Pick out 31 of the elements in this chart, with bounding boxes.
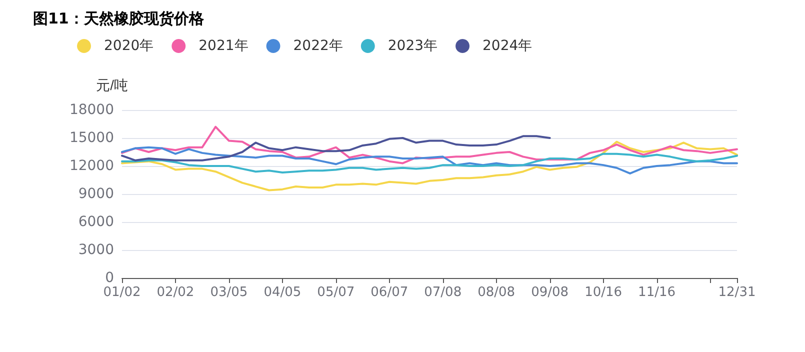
x-tick-label: 04/05 bbox=[264, 285, 302, 300]
x-tick-label: 10/16 bbox=[584, 285, 622, 300]
line-series bbox=[121, 140, 738, 192]
x-tick-label: 01/02 bbox=[103, 285, 141, 300]
y-tick-label: 18000 bbox=[69, 102, 114, 118]
legend-label: 2020年 bbox=[104, 38, 154, 54]
x-tick-label: 05/07 bbox=[317, 285, 355, 300]
line-series bbox=[121, 126, 738, 164]
line-series bbox=[121, 146, 738, 174]
y-tick-label: 15000 bbox=[69, 130, 114, 146]
y-axis-title: 元/吨 bbox=[96, 77, 128, 93]
legend-label: 2022年 bbox=[293, 38, 343, 54]
line-series bbox=[121, 152, 738, 174]
x-tick-label: 12/31 bbox=[718, 285, 756, 300]
x-tick-label: 03/05 bbox=[210, 285, 248, 300]
y-tick-label: 6000 bbox=[78, 214, 114, 230]
x-tick-label: 09/08 bbox=[531, 285, 569, 300]
y-tick-label: 12000 bbox=[69, 158, 114, 174]
legend-label: 2021年 bbox=[198, 38, 248, 54]
x-tick-label: 08/08 bbox=[478, 285, 516, 300]
x-tick-label: 06/07 bbox=[370, 285, 408, 300]
legend-label: 2023年 bbox=[388, 38, 438, 54]
chart-title: 图11：天然橡胶现货价格 bbox=[33, 10, 205, 28]
x-tick-label: 11/16 bbox=[638, 285, 676, 300]
y-tick-label: 9000 bbox=[78, 186, 114, 202]
x-tick-label: 07/08 bbox=[424, 285, 462, 300]
y-tick-label: 3000 bbox=[78, 242, 114, 258]
y-tick-label: 0 bbox=[105, 270, 114, 286]
x-tick-label: 02/02 bbox=[156, 285, 194, 300]
line-series bbox=[121, 135, 551, 162]
legend-label: 2024年 bbox=[482, 38, 532, 54]
